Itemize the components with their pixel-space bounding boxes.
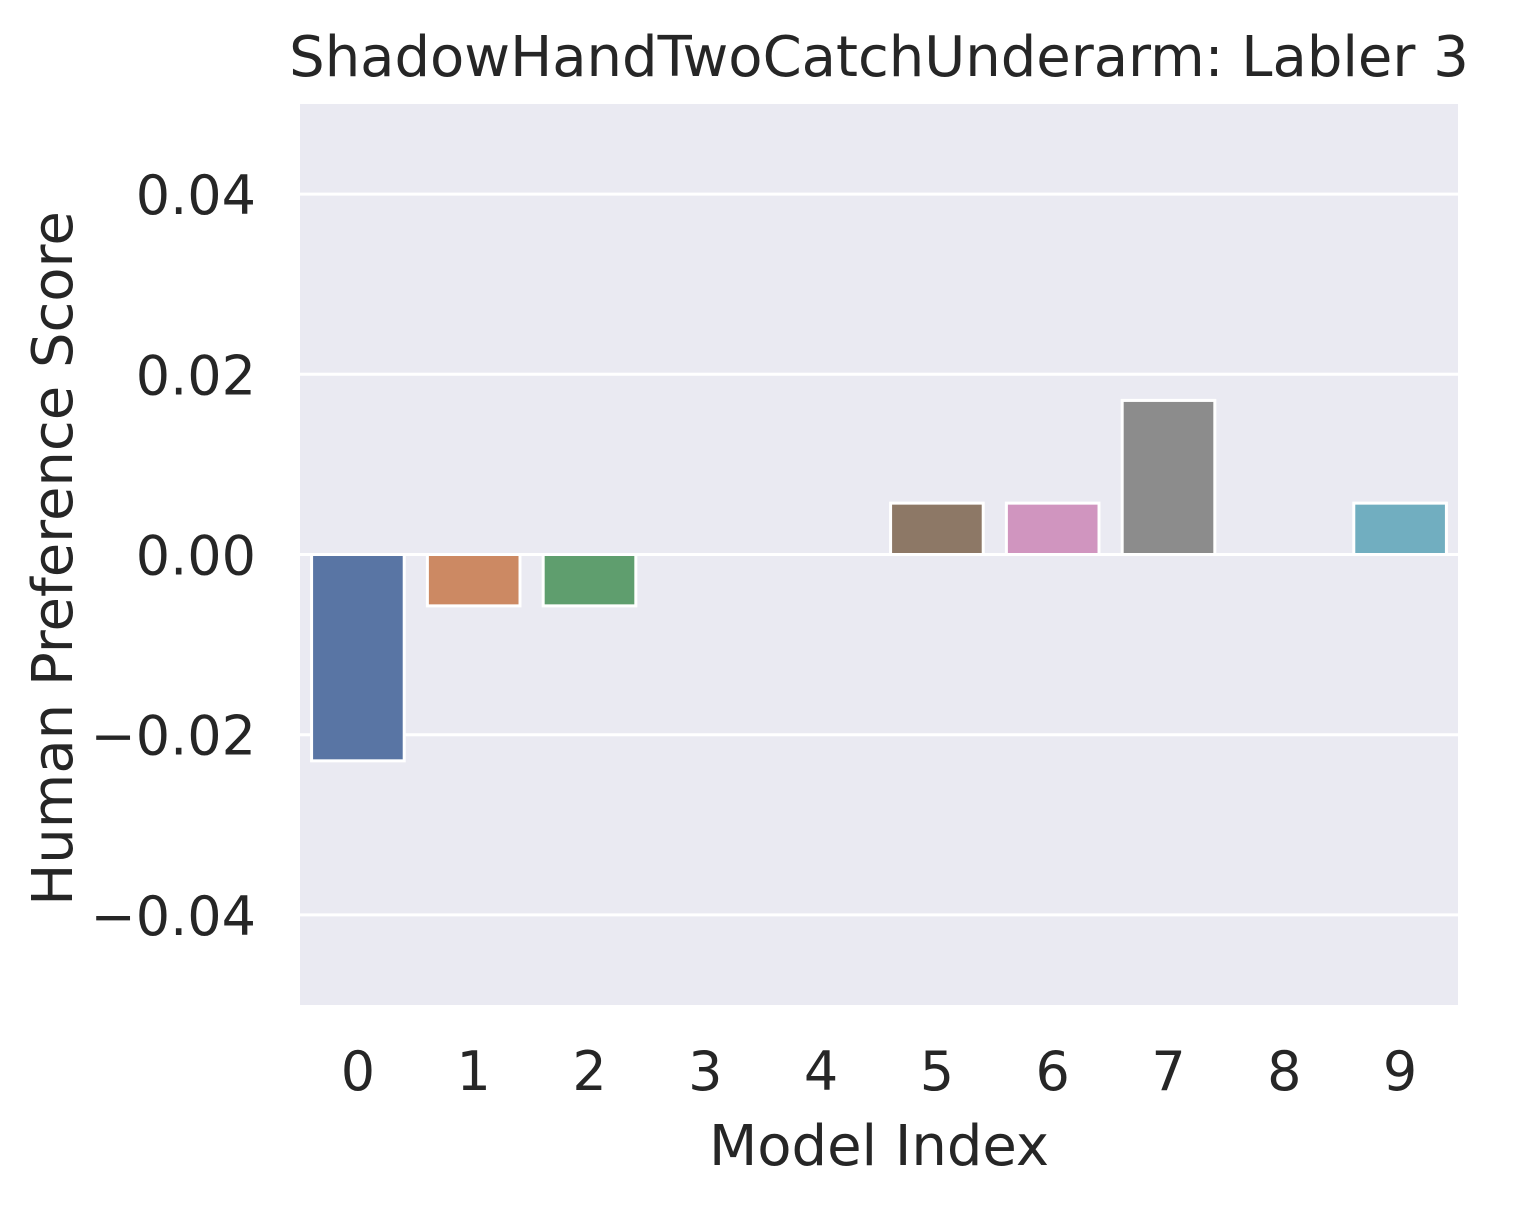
y-tick-label: −0.02 bbox=[91, 705, 256, 768]
x-tick-label: 2 bbox=[572, 1040, 606, 1103]
x-tick-label: 6 bbox=[1036, 1040, 1070, 1103]
bar-model-9 bbox=[1352, 501, 1448, 557]
y-tick-label: 0.00 bbox=[136, 525, 256, 588]
x-tick-label: 7 bbox=[1151, 1040, 1185, 1103]
y-tick-label: 0.04 bbox=[136, 164, 256, 227]
x-tick-label: 0 bbox=[341, 1040, 375, 1103]
x-axis-label: Model Index bbox=[709, 1114, 1049, 1179]
x-tick-label: 1 bbox=[457, 1040, 491, 1103]
x-tick-label: 5 bbox=[920, 1040, 954, 1103]
y-axis-label: Human Preference Score bbox=[21, 211, 86, 906]
bar-model-2 bbox=[541, 553, 638, 608]
x-tick-label: 9 bbox=[1383, 1040, 1417, 1103]
bar-model-7 bbox=[1120, 398, 1217, 556]
x-tick-labels: 0 1 2 3 4 5 6 7 8 9 bbox=[341, 1040, 1418, 1103]
bar-model-6 bbox=[1004, 501, 1101, 557]
x-tick-label: 3 bbox=[688, 1040, 722, 1103]
bars bbox=[310, 398, 1448, 763]
x-tick-label: 4 bbox=[804, 1040, 838, 1103]
x-tick-label: 8 bbox=[1267, 1040, 1301, 1103]
y-tick-labels: −0.04 −0.02 0.00 0.02 0.04 bbox=[91, 164, 256, 948]
bar-model-0 bbox=[310, 553, 406, 763]
chart-title: ShadowHandTwoCatchUnderarm: Labler 3 bbox=[289, 25, 1469, 90]
bar-model-5 bbox=[889, 501, 985, 557]
y-tick-label: 0.02 bbox=[136, 344, 256, 407]
y-tick-label: −0.04 bbox=[91, 885, 256, 948]
bar-model-1 bbox=[425, 553, 522, 608]
